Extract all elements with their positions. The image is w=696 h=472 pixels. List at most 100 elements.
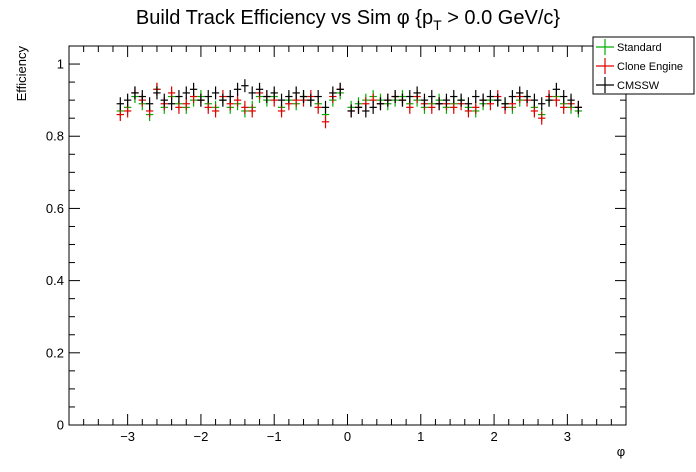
data-point <box>211 104 220 118</box>
data-point <box>428 90 436 104</box>
data-point <box>285 90 293 104</box>
data-point <box>131 86 139 100</box>
data-point <box>314 90 322 104</box>
y-tick-label: 0.4 <box>46 273 64 288</box>
data-point <box>255 82 264 96</box>
x-axis: −3 −2 −1 0 1 2 3 <box>68 46 627 444</box>
data-point <box>494 93 502 107</box>
x-tick-label: −3 <box>120 429 135 444</box>
data-point <box>138 90 146 104</box>
legend-entry: Clone Engine <box>596 58 683 74</box>
data-point <box>464 97 473 111</box>
data-point <box>182 86 190 100</box>
x-axis-title: φ <box>617 444 625 459</box>
data-point <box>248 104 256 118</box>
title-main: Build Track Efficiency vs Sim <box>136 7 397 29</box>
data-point <box>398 93 407 107</box>
data-point <box>211 86 220 100</box>
legend-entry: CMSSW <box>596 77 660 93</box>
legend-label: CMSSW <box>617 80 660 92</box>
data-point <box>530 93 539 107</box>
data-point <box>197 93 205 107</box>
data-point <box>167 86 176 100</box>
data-point <box>189 82 198 96</box>
chart-title: Build Track Efficiency vs Sim φ {pT > 0.… <box>136 7 560 33</box>
title-subscript: T <box>433 17 442 33</box>
data-point <box>123 93 132 107</box>
data-point <box>479 93 487 107</box>
data-point <box>263 90 271 104</box>
data-point <box>567 93 575 107</box>
data-point <box>376 97 385 111</box>
data-point <box>347 104 355 118</box>
data-point <box>307 93 315 107</box>
data-point <box>560 90 568 104</box>
data-point <box>486 90 495 104</box>
x-tick-label: 2 <box>490 429 497 444</box>
legend-label: Clone Engine <box>617 61 683 73</box>
data-point <box>299 90 308 104</box>
data-point <box>321 115 330 129</box>
data-markers <box>116 79 583 129</box>
y-axis: 0 0.2 0.4 0.6 0.8 1 <box>46 45 626 433</box>
title-brace: {p <box>410 7 433 29</box>
data-point <box>329 86 337 100</box>
data-point <box>552 82 561 96</box>
y-tick-label: 0.6 <box>46 201 64 216</box>
legend-label: Standard <box>617 42 662 54</box>
data-point <box>501 97 509 111</box>
data-point <box>321 100 330 114</box>
data-point <box>523 90 531 104</box>
data-point <box>182 97 190 111</box>
data-point <box>204 90 212 104</box>
legend: Standard Clone Engine CMSSW <box>592 36 695 95</box>
data-point <box>226 90 234 104</box>
data-point <box>413 86 421 100</box>
data-point <box>116 97 124 111</box>
data-point <box>354 100 363 114</box>
data-point <box>538 111 546 125</box>
data-point <box>508 90 517 104</box>
y-axis-title: Efficiency <box>14 46 29 102</box>
data-point <box>362 104 370 118</box>
data-point <box>384 93 392 107</box>
x-tick-label: 0 <box>344 429 351 444</box>
plot-frame <box>68 45 627 426</box>
data-point <box>435 97 443 111</box>
data-point <box>241 100 249 114</box>
data-point <box>457 93 465 107</box>
data-point <box>160 93 168 107</box>
data-point <box>219 93 227 107</box>
data-point <box>391 90 399 104</box>
data-point <box>442 93 451 107</box>
data-point <box>270 86 278 100</box>
data-point <box>538 97 546 111</box>
data-point <box>175 90 183 104</box>
data-point <box>277 93 286 107</box>
data-point <box>574 100 583 114</box>
y-tick-label: 0 <box>57 418 64 433</box>
title-rest: > 0.0 GeV/c} <box>442 7 561 29</box>
data-point <box>167 97 176 111</box>
series-cmssw <box>116 79 583 118</box>
data-point <box>516 86 524 100</box>
title-phi: φ <box>397 7 410 29</box>
data-point <box>233 82 242 96</box>
y-tick-label: 0.8 <box>46 129 64 144</box>
data-point <box>241 79 249 93</box>
data-point <box>472 90 480 104</box>
y-tick-label: 0.2 <box>46 345 64 360</box>
x-tick-label: 3 <box>564 429 571 444</box>
x-tick-label: −2 <box>194 429 209 444</box>
data-point <box>420 93 429 107</box>
x-tick-label: 1 <box>417 429 424 444</box>
data-point <box>545 93 553 107</box>
data-point <box>450 90 458 104</box>
legend-entry: Standard <box>596 39 662 55</box>
data-point <box>248 86 256 100</box>
data-point <box>145 97 154 111</box>
x-tick-label: −1 <box>267 429 282 444</box>
y-tick-label: 1 <box>57 57 64 72</box>
data-point <box>292 86 300 100</box>
